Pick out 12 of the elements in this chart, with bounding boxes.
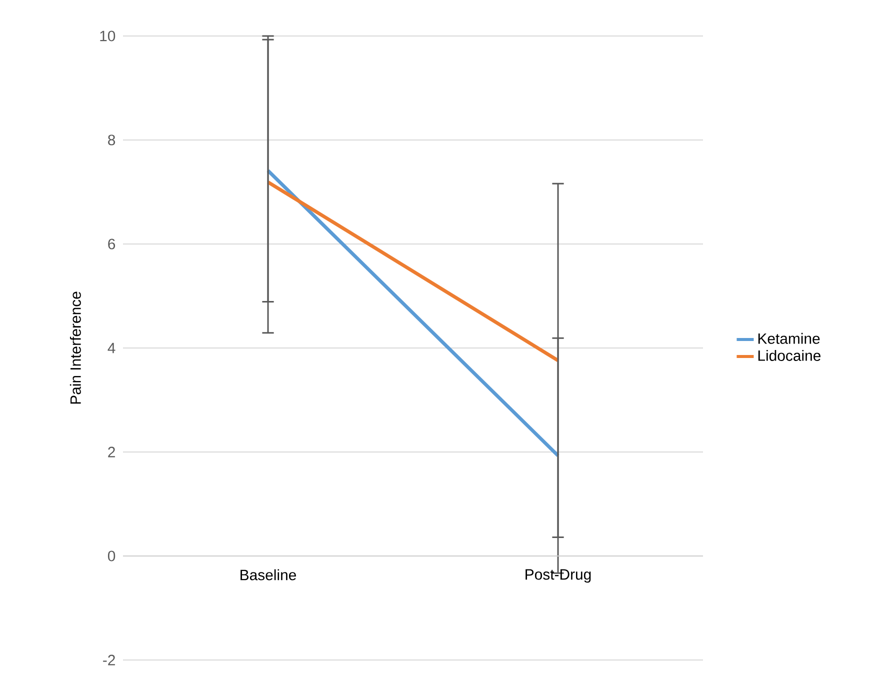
y-tick-label: 0 [108, 550, 116, 562]
x-tick-label: Post-Drug [526, 569, 591, 583]
y-tick-label: -2 [103, 654, 115, 666]
x-tick-label: Baseline [240, 569, 296, 580]
legend-label: Ketamine [758, 332, 820, 344]
legend-label: Lidocaine [758, 350, 820, 361]
y-tick-label: 2 [108, 446, 115, 458]
y-tick-label: 6 [108, 238, 116, 250]
y-tick-label: 10 [100, 30, 116, 42]
y-axis-title: Pain Interference [70, 292, 81, 404]
y-tick-label: 4 [108, 342, 116, 354]
y-tick-label: 8 [108, 134, 116, 146]
